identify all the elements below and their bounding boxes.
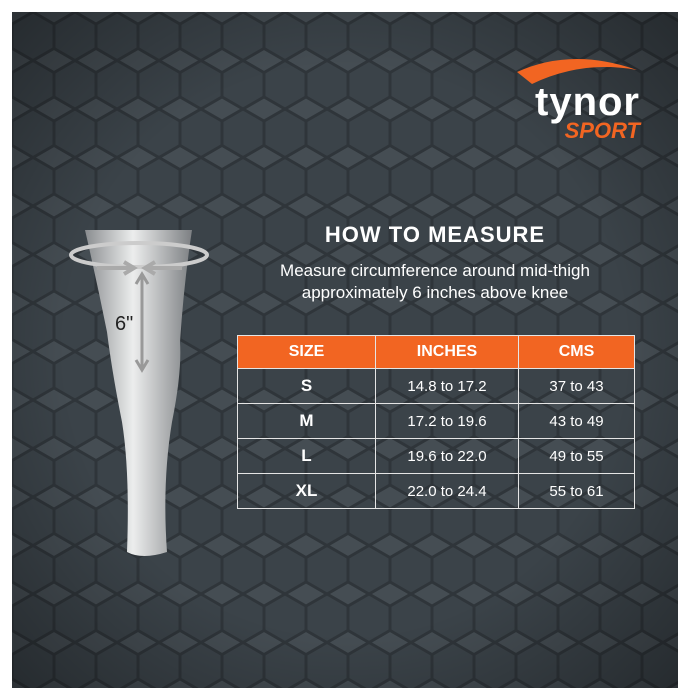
measure-label: 6" bbox=[115, 313, 133, 335]
size-table: SIZE INCHES CMS S 14.8 to 17.2 37 to 43 M 17.2… bbox=[237, 335, 635, 509]
table-cell: 19.6 to 22.0 bbox=[375, 438, 519, 474]
table-cell: 22.0 to 24.4 bbox=[375, 473, 519, 509]
header-cell: SIZE bbox=[237, 335, 376, 369]
table-cell: M bbox=[237, 403, 376, 439]
table-cell: S bbox=[237, 368, 376, 404]
table-cell: 17.2 to 19.6 bbox=[375, 403, 519, 439]
table-row: S 14.8 to 17.2 37 to 43 bbox=[237, 368, 635, 404]
header-cell: CMS bbox=[518, 335, 635, 369]
logo-sub: SPORT bbox=[564, 118, 640, 143]
header-cell: INCHES bbox=[375, 335, 519, 369]
logo: tynor bbox=[535, 80, 640, 124]
table-cell: 49 to 55 bbox=[518, 438, 635, 474]
table-cell: 43 to 49 bbox=[518, 403, 635, 439]
table-row: M 17.2 to 19.6 43 to 49 bbox=[237, 403, 635, 439]
table-cell: 37 to 43 bbox=[518, 368, 635, 404]
header-row: SIZE INCHES CMS bbox=[237, 335, 635, 369]
subtitle: Measure circumference around mid-thigh bbox=[280, 261, 590, 280]
table-cell: 55 to 61 bbox=[518, 473, 635, 509]
title: HOW TO MEASURE bbox=[324, 222, 546, 247]
table-cell: 14.8 to 17.2 bbox=[375, 368, 519, 404]
table-row: XL 22.0 to 24.4 55 to 61 bbox=[237, 473, 635, 509]
table-cell: L bbox=[237, 438, 376, 474]
table-cell: XL bbox=[237, 473, 376, 509]
table-row: L 19.6 to 22.0 49 to 55 bbox=[237, 438, 635, 474]
subtitle: approximately 6 inches above knee bbox=[301, 283, 569, 302]
